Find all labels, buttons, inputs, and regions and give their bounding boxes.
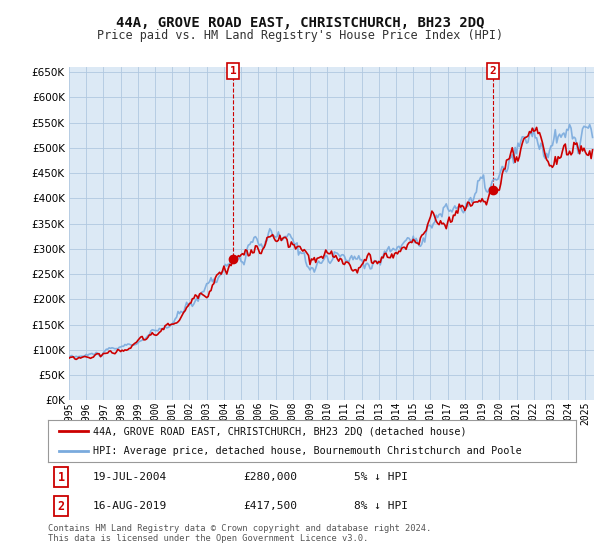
- Text: 8% ↓ HPI: 8% ↓ HPI: [354, 501, 408, 511]
- Text: Contains HM Land Registry data © Crown copyright and database right 2024.
This d: Contains HM Land Registry data © Crown c…: [48, 524, 431, 543]
- Text: £417,500: £417,500: [244, 501, 298, 511]
- Text: 44A, GROVE ROAD EAST, CHRISTCHURCH, BH23 2DQ (detached house): 44A, GROVE ROAD EAST, CHRISTCHURCH, BH23…: [93, 426, 467, 436]
- Text: 1: 1: [58, 470, 65, 484]
- Text: 2: 2: [58, 500, 65, 513]
- Text: 1: 1: [230, 66, 236, 76]
- Text: 19-JUL-2004: 19-JUL-2004: [93, 472, 167, 482]
- Text: 44A, GROVE ROAD EAST, CHRISTCHURCH, BH23 2DQ: 44A, GROVE ROAD EAST, CHRISTCHURCH, BH23…: [116, 16, 484, 30]
- Text: HPI: Average price, detached house, Bournemouth Christchurch and Poole: HPI: Average price, detached house, Bour…: [93, 446, 521, 456]
- Text: 2: 2: [490, 66, 496, 76]
- Text: Price paid vs. HM Land Registry's House Price Index (HPI): Price paid vs. HM Land Registry's House …: [97, 29, 503, 42]
- Text: 16-AUG-2019: 16-AUG-2019: [93, 501, 167, 511]
- Text: £280,000: £280,000: [244, 472, 298, 482]
- Text: 5% ↓ HPI: 5% ↓ HPI: [354, 472, 408, 482]
